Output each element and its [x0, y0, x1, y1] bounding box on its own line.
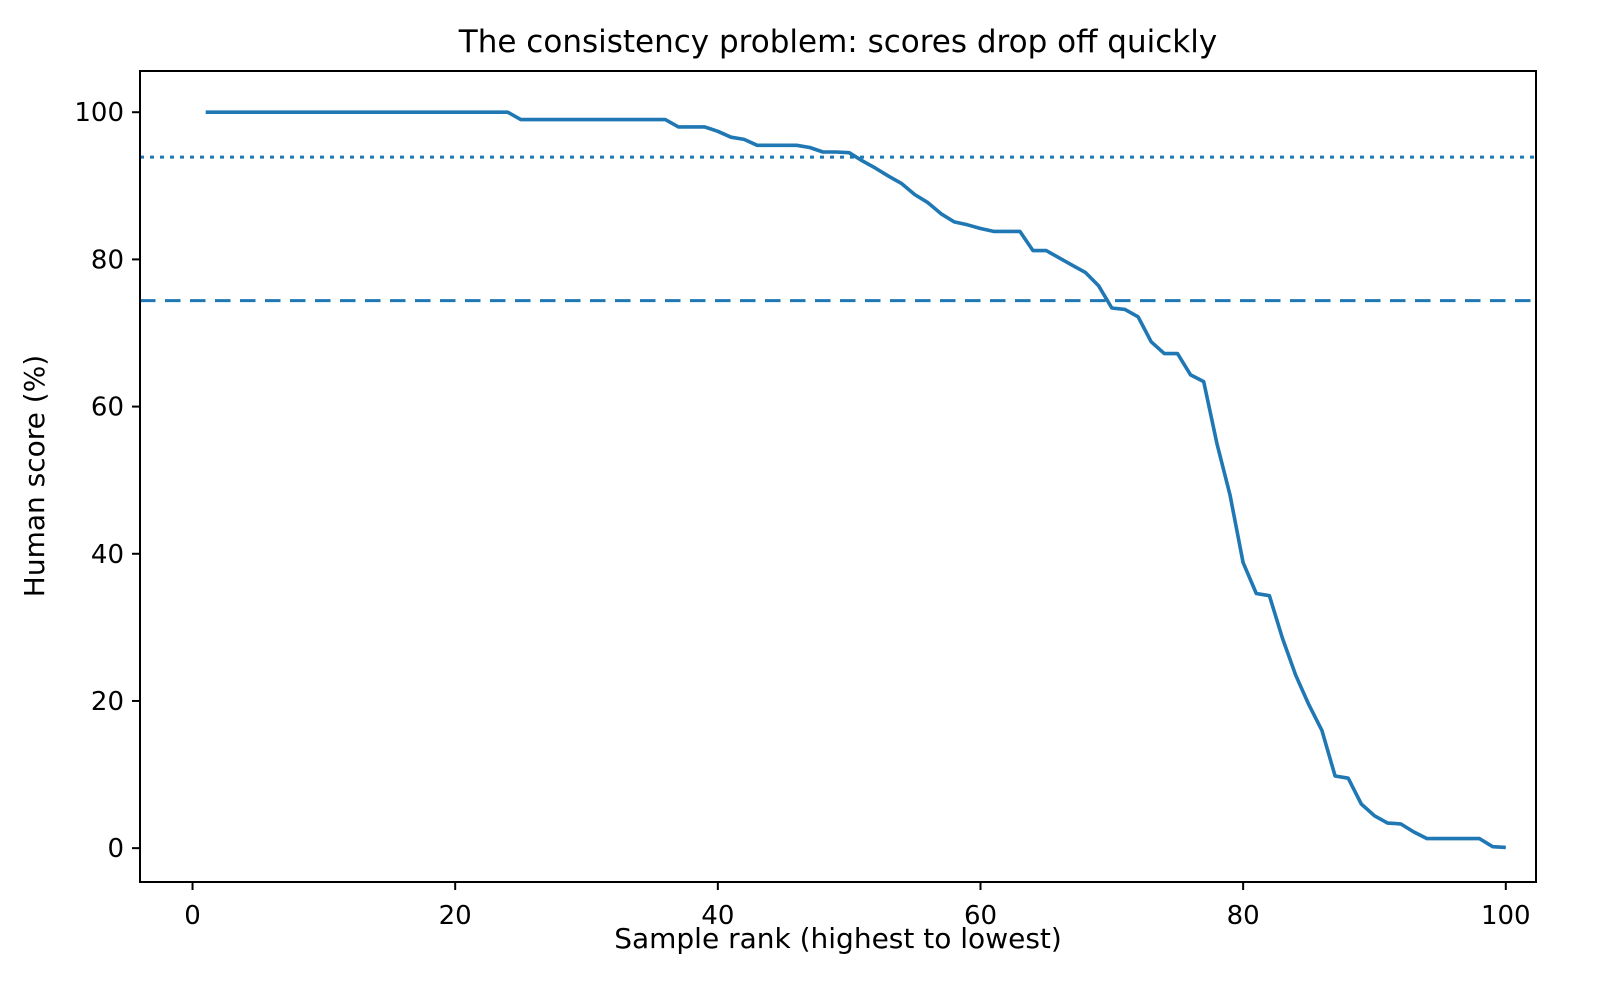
y-axis-label: Human score (%) [18, 355, 51, 597]
x-axis-label: Sample rank (highest to lowest) [614, 922, 1062, 955]
chart-title: The consistency problem: scores drop off… [458, 24, 1217, 60]
y-tick-label: 60 [91, 393, 124, 423]
x-tick-label: 100 [1481, 901, 1531, 931]
series-line-human-score [205, 110, 1506, 850]
y-tick-label: 80 [91, 245, 124, 275]
y-tick-label: 20 [91, 687, 124, 717]
x-tick-label: 60 [964, 901, 997, 931]
x-tick-label: 20 [439, 901, 472, 931]
y-tick-label: 40 [91, 540, 124, 570]
plot-area: 0 20 40 60 80 100 0 20 40 60 80 100 [74, 98, 1536, 931]
x-tick-label: 80 [1227, 901, 1260, 931]
axes-frame [139, 70, 1537, 883]
x-tick-label: 40 [701, 901, 734, 931]
y-tick-label: 0 [107, 834, 124, 864]
y-tick-label: 100 [74, 98, 124, 128]
x-tick-label: 0 [184, 901, 201, 931]
